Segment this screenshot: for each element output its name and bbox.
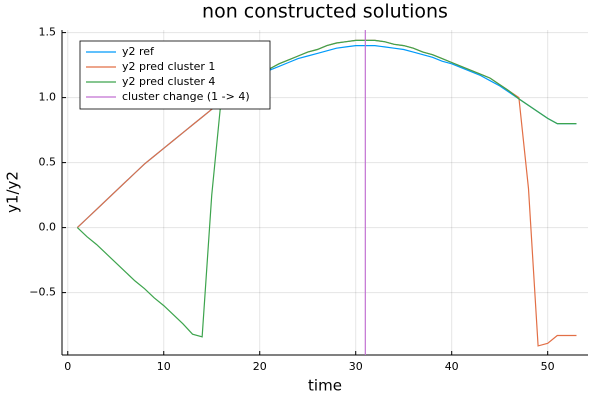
y-tick-label: 0.5 — [39, 156, 57, 169]
y-tick-label: 0.0 — [39, 221, 57, 234]
x-tick-label: 30 — [349, 360, 363, 373]
y-tick-label: −0.5 — [29, 286, 56, 299]
x-tick-label: 50 — [541, 360, 555, 373]
legend-label: y2 pred cluster 1 — [122, 60, 215, 73]
x-tick-label: 10 — [157, 360, 171, 373]
series-line — [76, 39, 577, 338]
legend-label: y2 pred cluster 4 — [122, 75, 215, 88]
chart-title: non constructed solutions — [202, 1, 448, 23]
y-tick-label: 1.5 — [39, 26, 57, 39]
legend-label: cluster change (1 -> 4) — [122, 90, 250, 103]
legend-label: y2 ref — [122, 45, 155, 58]
y-tick-label: 1.0 — [39, 91, 57, 104]
x-axis-label: time — [308, 377, 342, 395]
x-tick-label: 0 — [64, 360, 71, 373]
x-tick-label: 40 — [445, 360, 459, 373]
x-tick-label: 20 — [253, 360, 267, 373]
y-axis-label: y1/y2 — [4, 171, 22, 213]
